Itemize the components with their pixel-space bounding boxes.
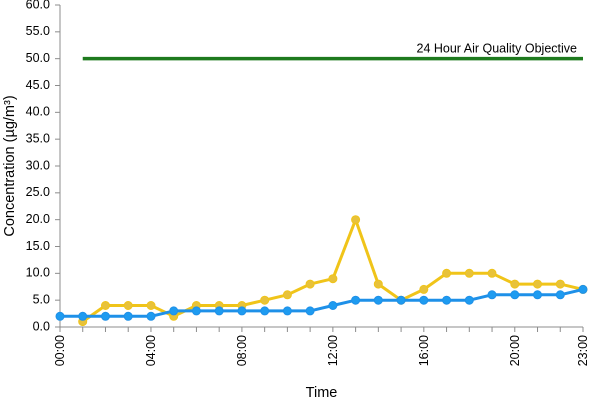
y-tick-label: 35.0	[26, 131, 50, 145]
x-tick-label: 00:00	[53, 335, 67, 366]
series-2-point	[419, 295, 429, 305]
series-2-point	[351, 295, 361, 305]
x-tick-label: 12:00	[326, 335, 340, 366]
y-tick-label: 60.0	[26, 0, 50, 11]
x-axis-title: Time	[306, 385, 338, 400]
series-1-point	[487, 268, 497, 278]
series-1-point	[260, 295, 270, 305]
series-2-point	[260, 306, 270, 316]
series-2-point	[282, 306, 292, 316]
x-tick-label: 16:00	[417, 335, 431, 366]
x-tick-label: 23:00	[576, 335, 590, 366]
series-2-point	[169, 306, 179, 316]
series-1-point	[555, 279, 565, 289]
series-1-point	[101, 301, 110, 310]
series-1-point	[510, 279, 520, 289]
x-tick-label: 20:00	[508, 335, 522, 366]
series-2-point	[78, 311, 88, 321]
series-1-point	[351, 215, 361, 225]
y-tick-label: 50.0	[26, 51, 50, 65]
labels-group: Concentration (µg/m³) Time 24 Hour Air Q…	[2, 42, 578, 401]
series-1-point	[533, 279, 542, 289]
y-tick-label: 5.0	[33, 292, 50, 306]
y-axis-title: Concentration (µg/m³)	[2, 95, 18, 236]
series-2-point	[328, 301, 338, 310]
y-tick-label: 30.0	[26, 158, 50, 172]
series-1-point	[123, 301, 133, 310]
series-group	[55, 215, 588, 327]
series-1-point	[282, 290, 292, 300]
series-2-point	[123, 311, 133, 321]
series-1-point	[419, 284, 429, 294]
series-2-point	[373, 295, 383, 305]
y-tick-label: 15.0	[26, 239, 50, 253]
series-1-point	[305, 279, 315, 289]
y-tick-label: 20.0	[26, 212, 50, 226]
series-1-point	[442, 268, 452, 278]
reference-line-label: 24 Hour Air Quality Objective	[417, 42, 578, 56]
series-2-point	[191, 306, 201, 316]
series-2-point	[510, 290, 520, 300]
series-2-point	[214, 306, 224, 316]
series-2-point	[464, 295, 474, 305]
y-tick-label: 45.0	[26, 78, 50, 92]
series-2-point	[101, 311, 110, 321]
series-2-point	[578, 284, 588, 294]
y-tick-label: 40.0	[26, 105, 50, 119]
axes: 0.0 5.0 10.0 15.0 20.0 25.0 30.0 35.0 40.0 45.0 50…	[26, 0, 590, 366]
series-2-point	[146, 311, 156, 321]
series-1-point	[464, 268, 474, 278]
series-2-point	[533, 290, 542, 300]
series-2-point	[487, 290, 497, 300]
series-2-point	[305, 306, 315, 316]
y-tick-label: 55.0	[26, 24, 50, 38]
y-tick-label: 10.0	[26, 266, 50, 280]
y-tick-label: 25.0	[26, 185, 50, 199]
series-1-point	[146, 301, 156, 310]
series-1-point	[373, 279, 383, 289]
series-2-point	[55, 311, 65, 321]
series-2-point	[442, 295, 452, 305]
series-2-point	[555, 290, 565, 300]
series-2-point	[396, 295, 406, 305]
series-1-point	[328, 274, 338, 284]
series-2-point	[237, 306, 247, 316]
y-tick-label: 0.0	[33, 319, 50, 333]
x-tick-label: 08:00	[235, 335, 249, 366]
x-tick-label: 04:00	[144, 335, 158, 366]
series-line-2	[60, 287, 584, 318]
